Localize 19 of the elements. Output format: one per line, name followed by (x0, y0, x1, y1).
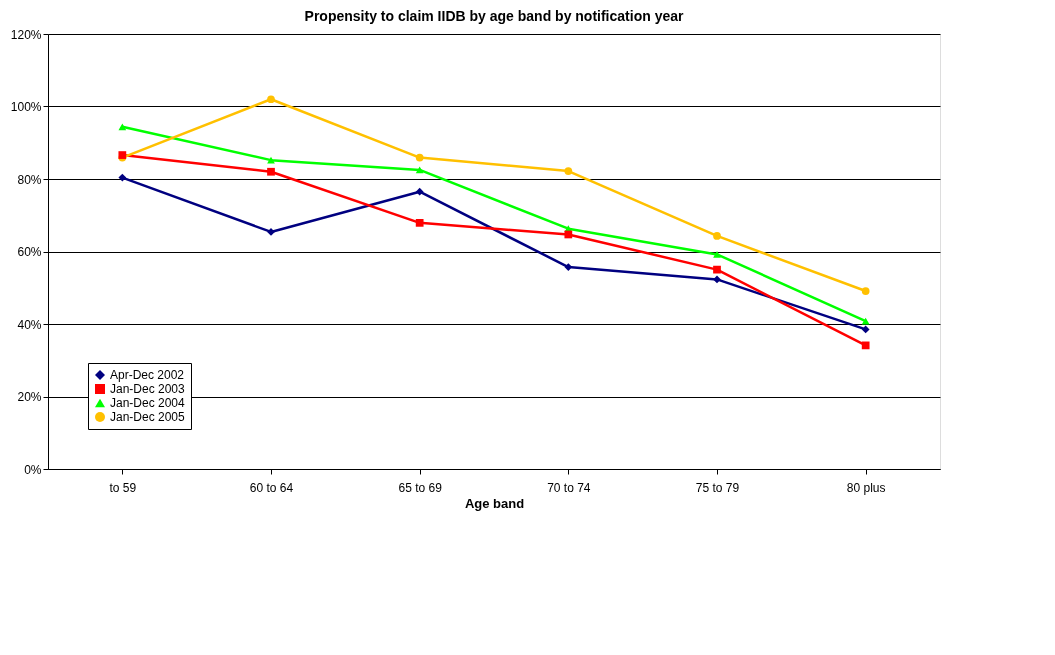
x-tick-label: to 59 (109, 480, 137, 495)
legend-label: Jan-Dec 2004 (110, 396, 186, 410)
y-tick-label: 0% (24, 462, 42, 477)
y-tick-label: 60% (17, 245, 42, 259)
y-tick-label: 80% (17, 172, 42, 187)
legend-label: Jan-Dec 2005 (110, 410, 186, 424)
y-tick-label: 20% (17, 390, 42, 404)
x-tick-label: 60 to 64 (249, 480, 294, 495)
legend-label: Apr-Dec 2002 (110, 368, 185, 382)
y-tick-label: 120% (10, 27, 42, 42)
legend-label: Jan-Dec 2003 (110, 382, 186, 396)
x-tick-label: 70 to 74 (547, 480, 591, 495)
y-tick-label: 100% (10, 100, 42, 114)
x-tick-label: 80 plus (846, 480, 886, 495)
x-axis-title: Age band (464, 495, 525, 511)
y-tick-label: 40% (17, 317, 42, 332)
x-tick-label: 65 to 69 (398, 480, 443, 495)
chart-title: Propensity to claim IIDB by age band by notification year (304, 8, 684, 24)
x-tick-label: 75 to 79 (695, 480, 740, 495)
